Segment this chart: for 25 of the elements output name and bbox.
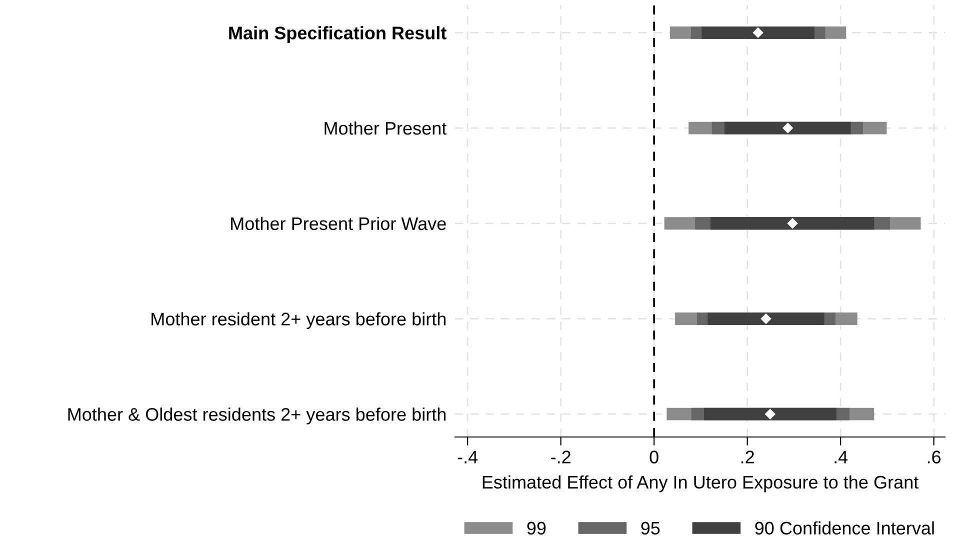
point: [752, 27, 764, 38]
y-tick-label: Mother Present Prior Wave: [231, 216, 446, 230]
bar: [708, 312, 824, 325]
point: [782, 122, 794, 134]
x-axis-title: Estimated Effect of Any In Utero Exposure to the Grant: [482, 475, 919, 492]
point: [764, 408, 776, 420]
bar: [702, 26, 814, 39]
bar: [704, 408, 836, 420]
bar: [710, 217, 874, 230]
legend-label: 90 Confidence Interval: [755, 521, 934, 535]
y-tick-label: Mother & Oldest residents 2+ years before birth: [68, 408, 446, 424]
bar: [724, 122, 851, 134]
x-tick-label: -.4: [458, 450, 478, 464]
legend-label: 95: [641, 522, 660, 535]
y-tick-label: Mother resident 2+ years before birth: [152, 312, 446, 330]
legend-label: 99: [527, 522, 546, 535]
point: [787, 218, 798, 229]
point: [760, 313, 772, 324]
x-tick-label: .2: [741, 450, 754, 464]
x-tick-label: .4: [834, 450, 848, 464]
x-tick-label: .6: [928, 450, 941, 464]
y-tick-label: Mother Present: [324, 121, 447, 135]
x-tick-label: 0: [650, 450, 658, 464]
x-tick-label: -.2: [551, 450, 570, 464]
y-tick-label: Main Specification Result: [229, 26, 446, 43]
